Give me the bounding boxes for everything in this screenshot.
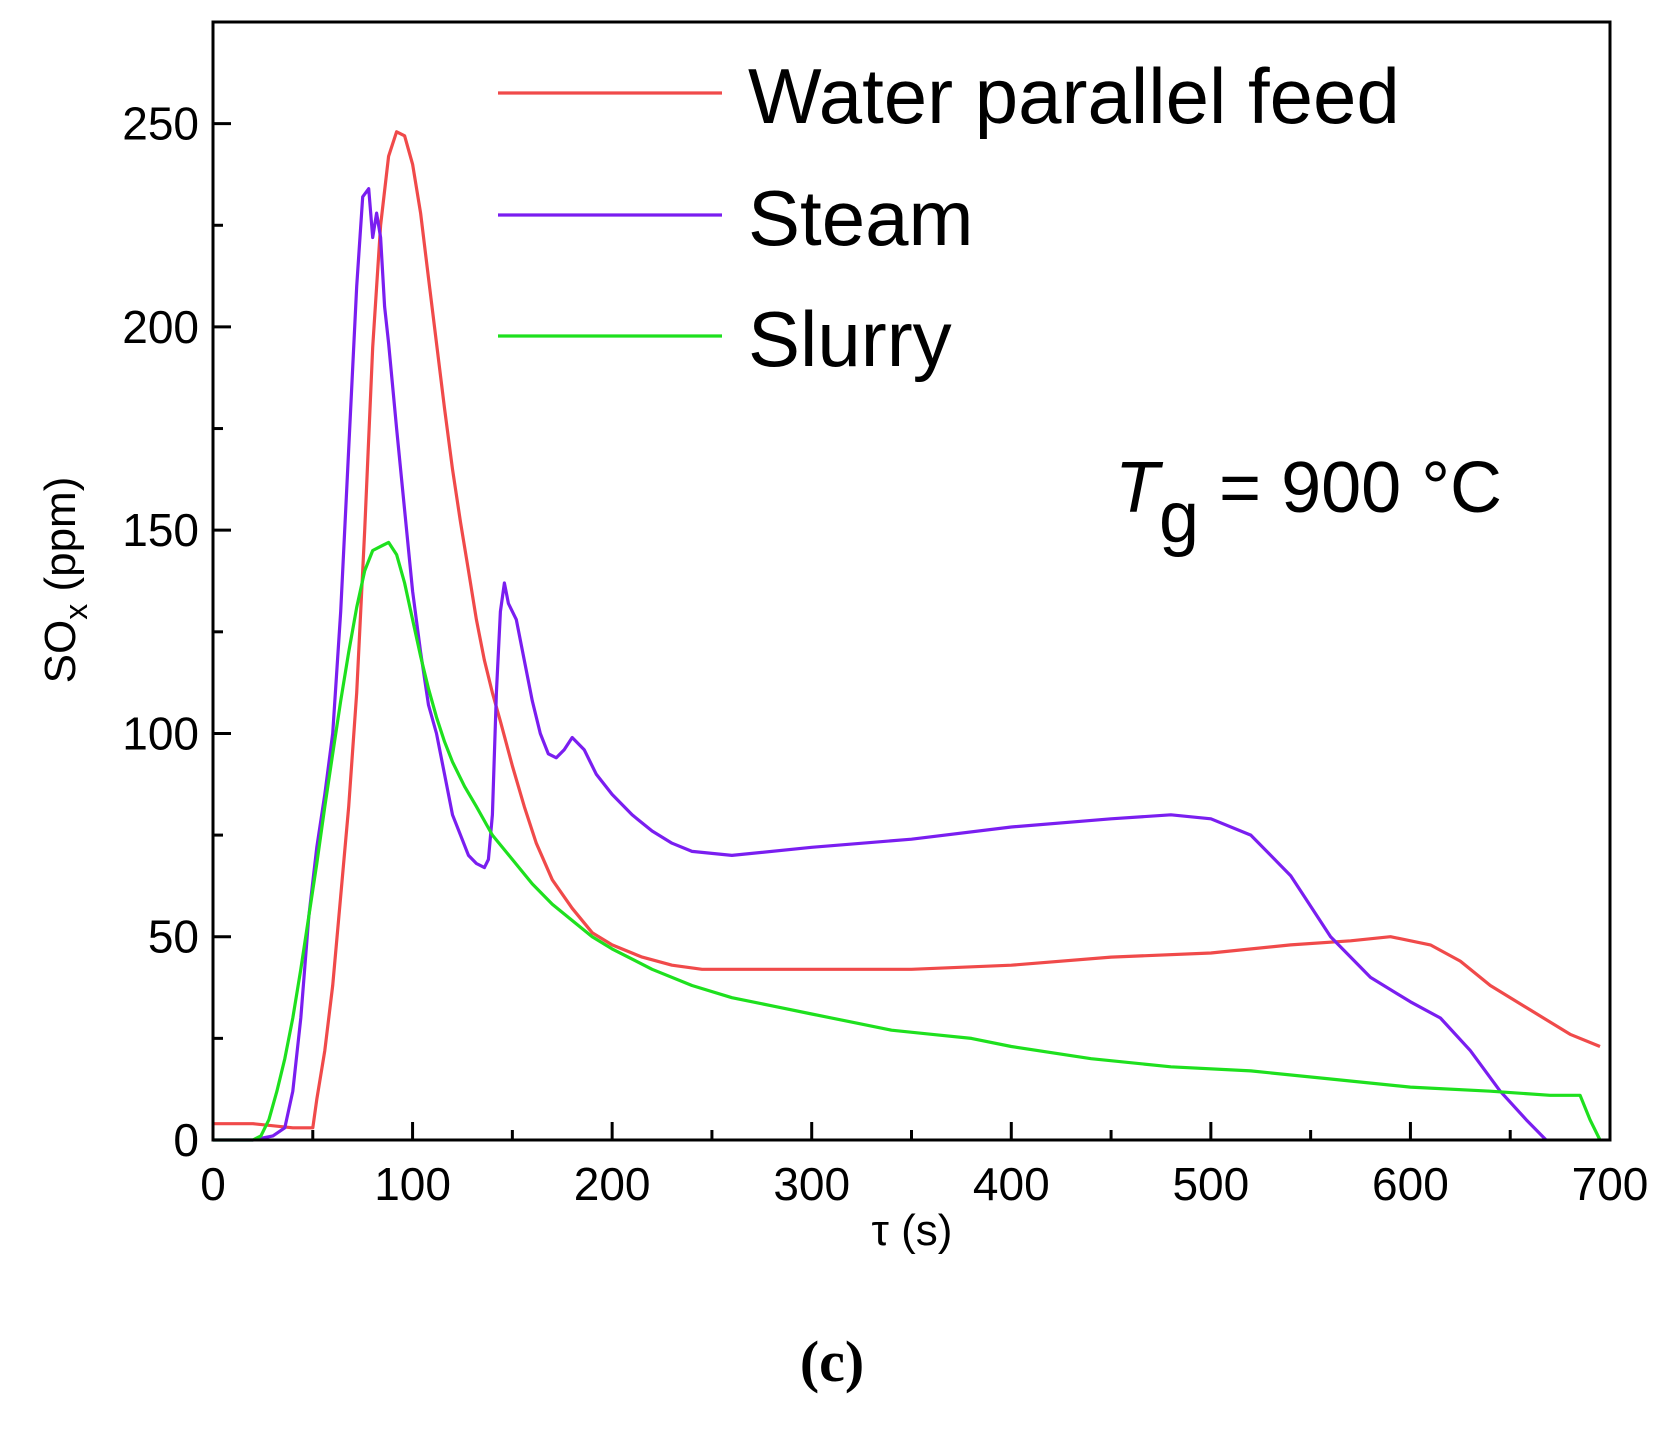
- x-tick-label: 100: [374, 1158, 451, 1210]
- y-axis-title-main: SO: [36, 620, 85, 684]
- legend-label-slurry: Slurry: [748, 295, 952, 383]
- legend-label-steam: Steam: [748, 174, 973, 262]
- y-axis-title-unit: (ppm): [36, 477, 85, 604]
- x-tick-label: 500: [1172, 1158, 1249, 1210]
- temperature-annotation: Tg = 900 °C: [1115, 448, 1502, 558]
- y-tick-label: 50: [148, 911, 199, 963]
- series-line-slurry: [213, 540, 1602, 1142]
- series-line-steam: [213, 187, 1548, 1142]
- annotation-symbol: T: [1115, 448, 1164, 528]
- plot-frame: [211, 20, 1612, 1142]
- panel-label: (c): [799, 1329, 865, 1394]
- x-tick-label: 600: [1372, 1158, 1449, 1210]
- x-tick-label: 0: [200, 1158, 226, 1210]
- tick-labels: 0 100 200 300 400 500 600 700 0 50 100 150 200 250: [122, 98, 1648, 1210]
- annotation-subscript: g: [1159, 478, 1199, 558]
- series-layer: [213, 130, 1602, 1142]
- y-tick-label: 250: [122, 98, 199, 150]
- x-axis-title: τ (s): [872, 1206, 953, 1255]
- y-axis-title: SOx (ppm): [36, 477, 94, 684]
- legend: Water parallel feed Steam Slurry: [498, 52, 1400, 383]
- legend-label-water-parallel-feed: Water parallel feed: [748, 52, 1400, 140]
- y-tick-label: 100: [122, 707, 199, 759]
- y-tick-label: 150: [122, 504, 199, 556]
- y-axis-title-sub: x: [58, 604, 94, 620]
- axis-ticks: [211, 20, 1612, 1142]
- x-tick-label: 400: [973, 1158, 1050, 1210]
- series-line-water-parallel-feed: [213, 130, 1601, 1130]
- y-tick-label: 200: [122, 301, 199, 353]
- x-tick-label: 700: [1572, 1158, 1649, 1210]
- x-tick-label: 300: [773, 1158, 850, 1210]
- x-tick-label: 200: [574, 1158, 651, 1210]
- y-tick-label: 0: [173, 1114, 199, 1166]
- annotation-value: = 900 °C: [1199, 448, 1502, 528]
